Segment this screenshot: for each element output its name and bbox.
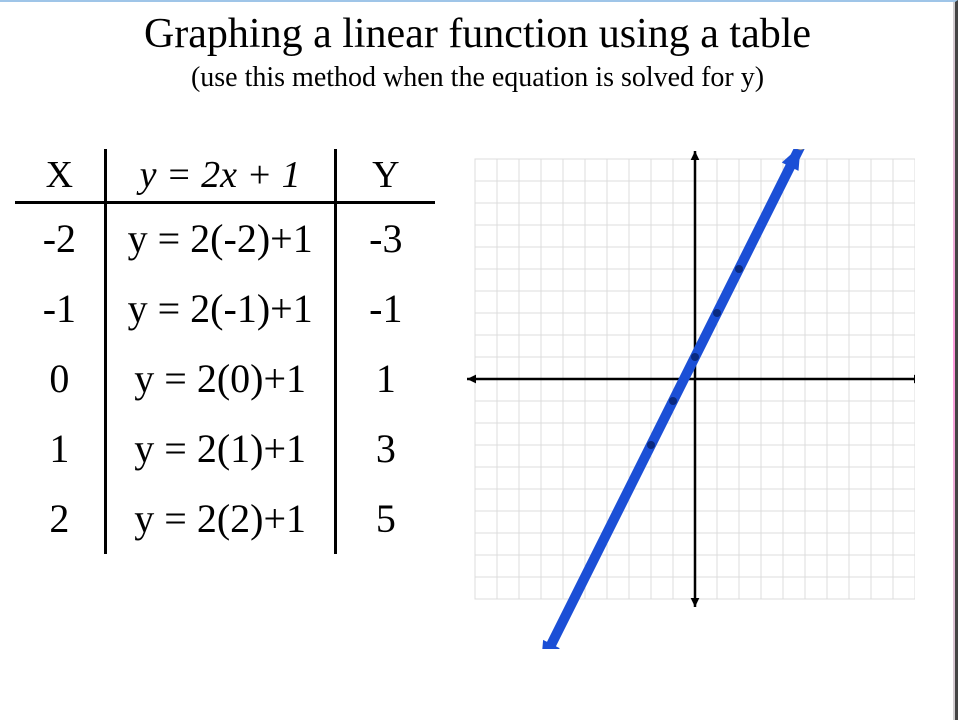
cell-x: -1 [15,274,105,344]
cell-x: 0 [15,344,105,414]
title-area: Graphing a linear function using a table… [0,2,955,94]
value-table: X y = 2x + 1 Y -2 y = 2(-2)+1 -3 -1 y = … [15,149,435,629]
page-title: Graphing a linear function using a table [0,10,955,58]
table-row: -2 y = 2(-2)+1 -3 [15,203,435,275]
cell-y: -3 [335,203,435,275]
cell-x: 2 [15,484,105,554]
table-row: 1 y = 2(1)+1 3 [15,414,435,484]
table-row: -1 y = 2(-1)+1 -1 [15,274,435,344]
cell-y: 1 [335,344,435,414]
table-row: 0 y = 2(0)+1 1 [15,344,435,414]
cell-eq: y = 2(0)+1 [105,344,335,414]
content-row: X y = 2x + 1 Y -2 y = 2(-2)+1 -3 -1 y = … [0,149,955,629]
cell-y: 5 [335,484,435,554]
coordinate-graph [455,149,915,629]
right-edge-decoration [953,2,955,720]
cell-y: -1 [335,274,435,344]
cell-eq: y = 2(1)+1 [105,414,335,484]
page-subtitle: (use this method when the equation is so… [0,62,955,94]
cell-eq: y = 2(-2)+1 [105,203,335,275]
cell-y: 3 [335,414,435,484]
cell-eq: y = 2(2)+1 [105,484,335,554]
table-header-eq: y = 2x + 1 [105,149,335,203]
cell-eq: y = 2(-1)+1 [105,274,335,344]
cell-x: -2 [15,203,105,275]
table-header-x: X [15,149,105,203]
graph-svg [455,149,915,649]
cell-x: 1 [15,414,105,484]
table-header-y: Y [335,149,435,203]
table-row: 2 y = 2(2)+1 5 [15,484,435,554]
